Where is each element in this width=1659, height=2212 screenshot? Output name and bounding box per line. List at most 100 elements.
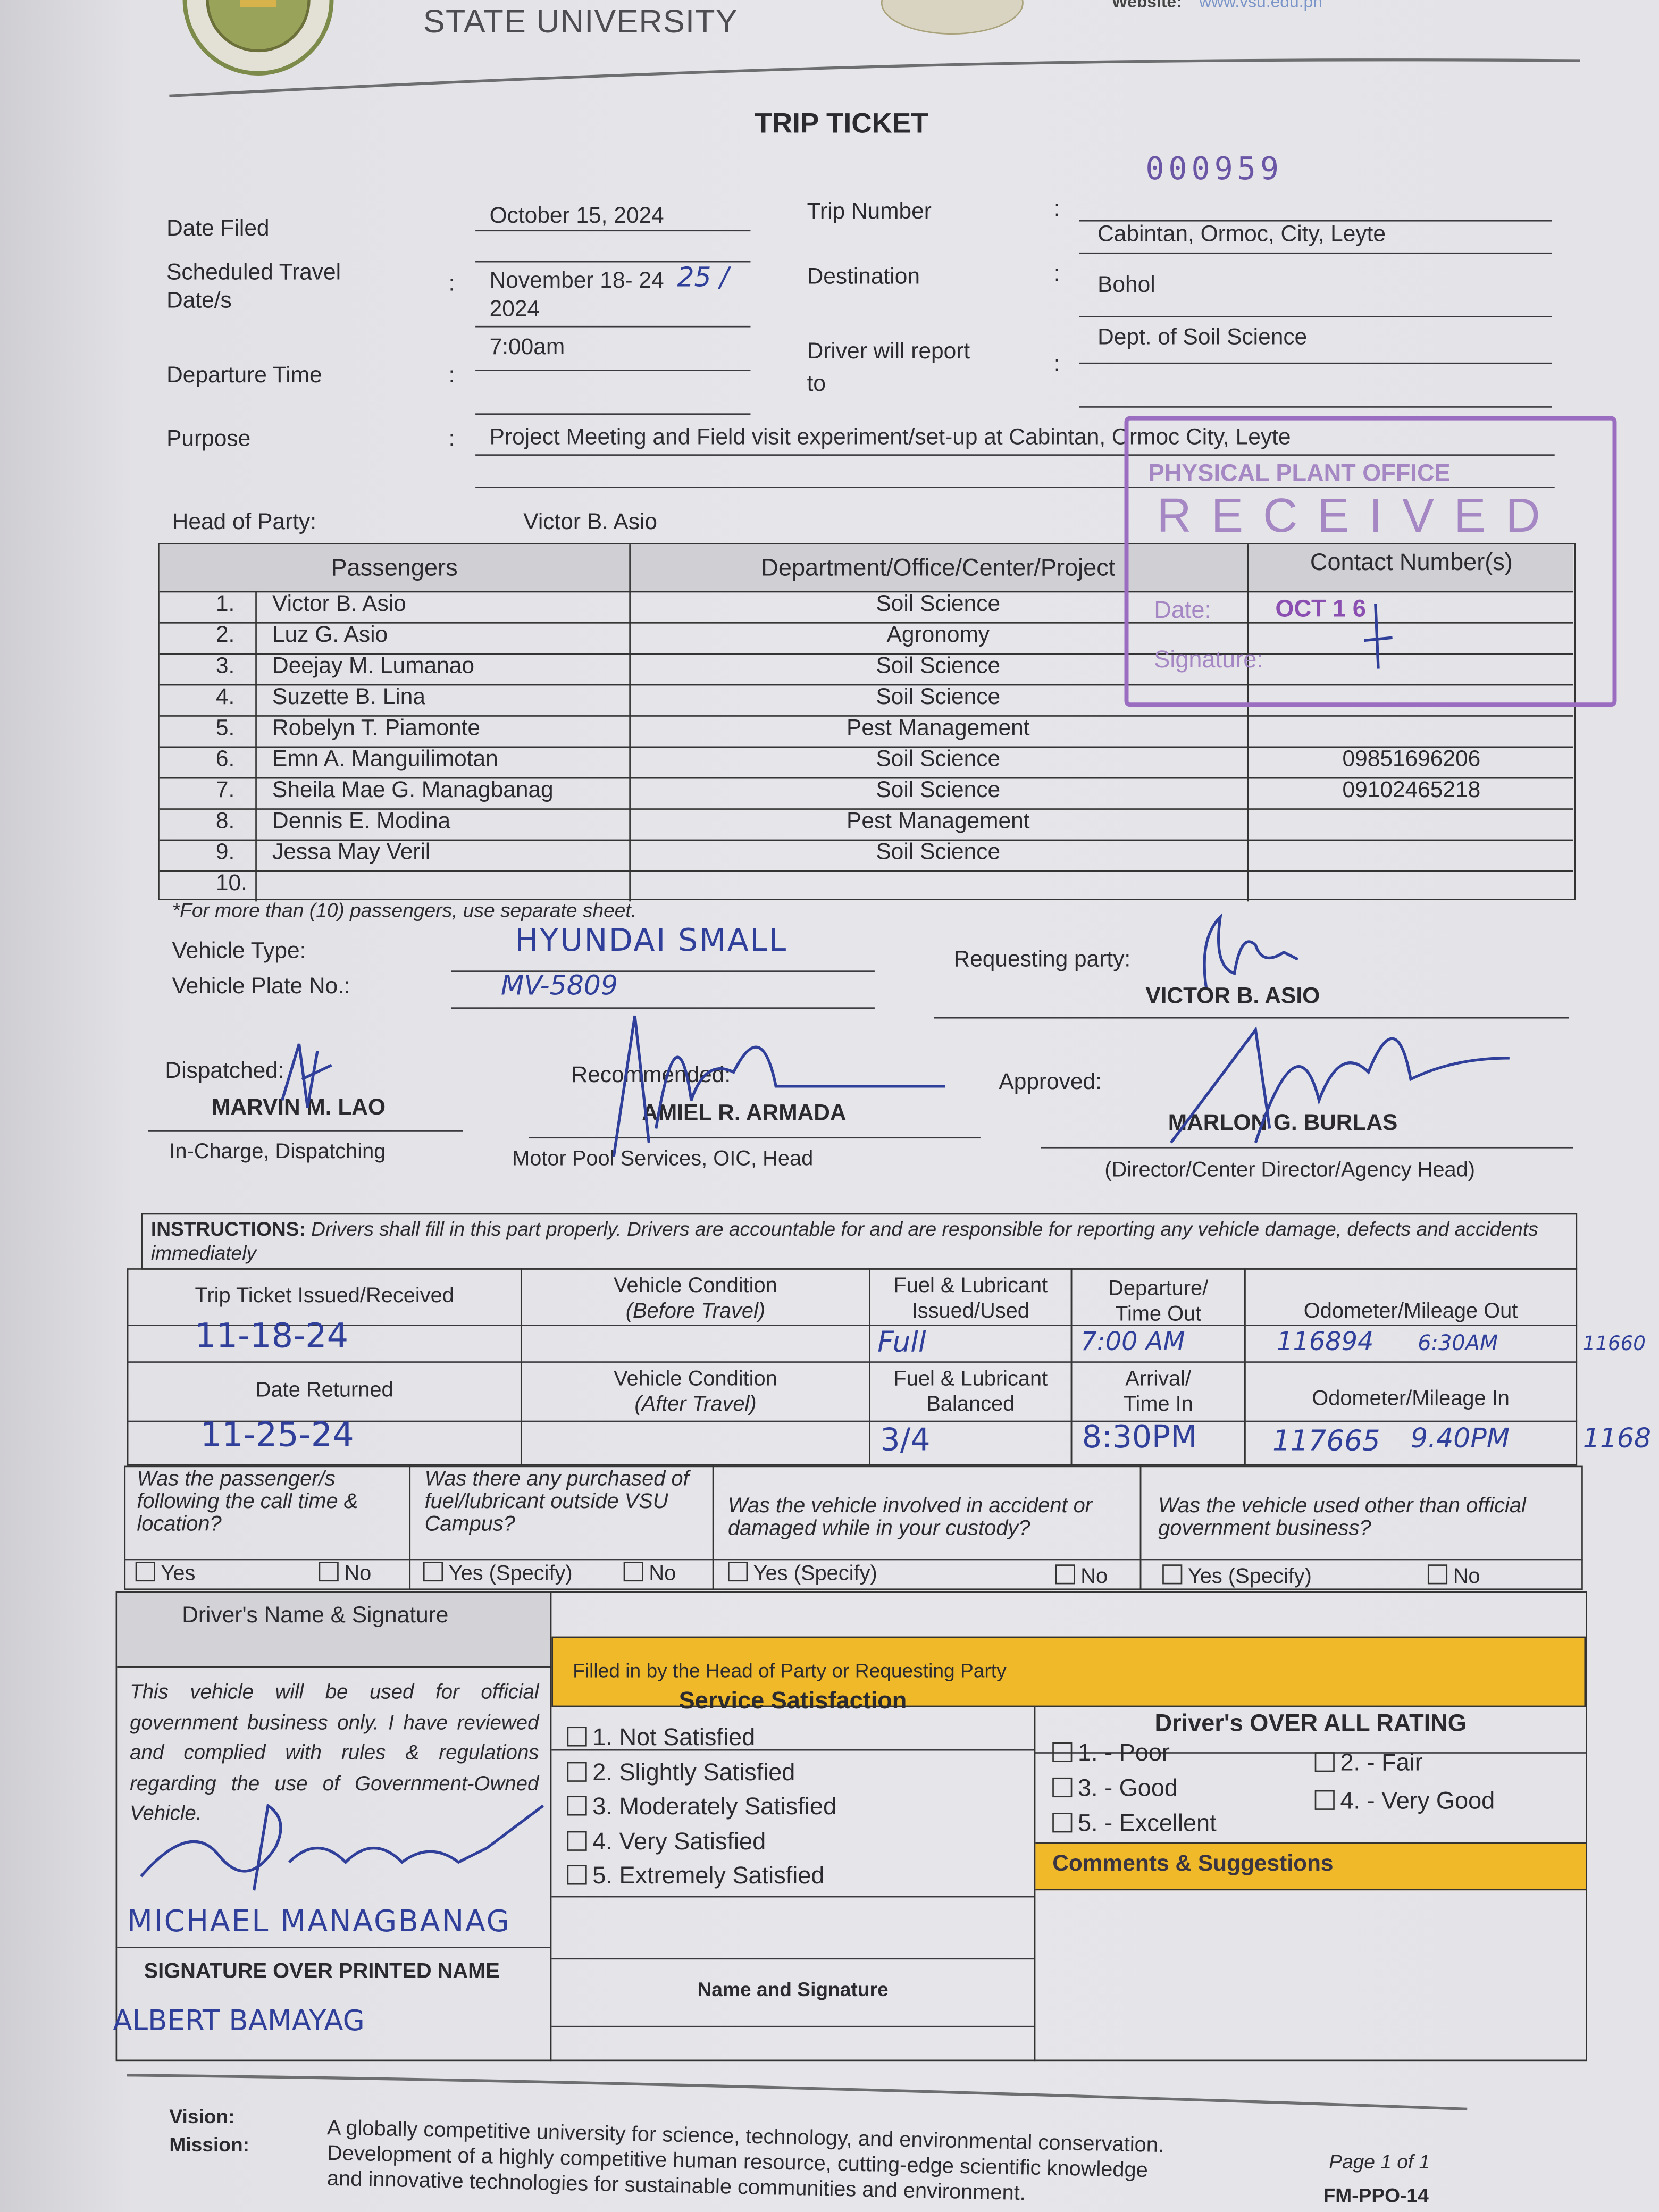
odometer-in-margin-note: 1168 <box>1582 1423 1652 1455</box>
departure-time-label: Departure Time <box>166 364 322 388</box>
recommended-title: Motor Pool Services, OIC, Head <box>512 1146 814 1171</box>
destination-value: Bohol <box>1097 273 1155 298</box>
q4-no-checkbox[interactable]: No <box>1427 1564 1480 1588</box>
q3-no-checkbox[interactable]: No <box>1055 1564 1108 1588</box>
dispatched-title: In-Charge, Dispatching <box>169 1139 386 1164</box>
scheduled-travel-label-2: Date/s <box>166 289 232 313</box>
fuel-balanced-value: 3/4 <box>880 1423 931 1459</box>
passenger-department: Soil Science <box>876 685 1001 710</box>
destination-label: Destination <box>807 265 920 289</box>
signatures-overlay <box>281 1015 1510 1157</box>
passenger-name: Victor B. Asio <box>272 592 406 617</box>
departure-label: Departure/ <box>1108 1277 1209 1301</box>
question-text: Was the passenger/s following the call t… <box>137 1467 358 1537</box>
q3-yes-checkbox[interactable]: Yes (Specify) <box>727 1561 877 1586</box>
requesting-party-label: Requesting party: <box>953 948 1131 972</box>
satisfaction-option-1[interactable]: 1. Not Satisfied <box>567 1721 837 1756</box>
q2-yes-checkbox[interactable]: Yes (Specify) <box>423 1561 573 1586</box>
passenger-row: 9. Jessa May Veril Soil Science <box>159 840 1573 872</box>
scheduled-travel-handwritten-correction: 25 / <box>677 262 729 294</box>
driver-report-label-2: to <box>807 372 826 397</box>
cond-after-label: Vehicle Condition <box>614 1367 777 1391</box>
passenger-number: 8. <box>215 809 235 834</box>
comments-banner: Comments & Suggestions <box>1035 1842 1586 1891</box>
rating-option-1[interactable]: 1. - Poor <box>1052 1739 1170 1767</box>
q1-yes-checkbox[interactable]: Yes <box>135 1561 195 1586</box>
approved-name: MARLON G. BURLAS <box>1168 1111 1398 1136</box>
header-department: Department/Office/Center/Project <box>761 554 1116 582</box>
mission-label: Mission: <box>169 2133 250 2156</box>
passenger-contact: 09102465218 <box>1342 778 1481 803</box>
scheduled-travel-label: Scheduled Travel <box>166 261 341 285</box>
comments-field[interactable] <box>1037 1890 1584 2059</box>
questions-table: Was the passenger/s following the call t… <box>124 1465 1583 1590</box>
satisfaction-option-4[interactable]: 4. Very Satisfied <box>567 1825 837 1859</box>
recommended-name: AMIEL R. ARMADA <box>642 1102 847 1126</box>
rating-option-3[interactable]: 3. - Good <box>1052 1775 1178 1803</box>
trip-number-label: Trip Number <box>807 200 932 224</box>
vehicle-plate-value: MV-5809 <box>500 970 618 1002</box>
driver-header-text: Driver's Name & Signature <box>182 1604 449 1628</box>
q1-no-checkbox[interactable]: No <box>319 1561 372 1586</box>
vehicle-type-label: Vehicle Type: <box>172 939 306 964</box>
instructions-box: INSTRUCTIONS: Drivers shall fill in this… <box>141 1213 1578 1270</box>
fuel-issued-sub: Issued/Used <box>911 1299 1029 1323</box>
q4-yes-checkbox[interactable]: Yes (Specify) <box>1162 1564 1312 1588</box>
trip-number-stamp: 000959 <box>1145 152 1283 188</box>
vehicle-type-value: HYUNDAI SMALL <box>515 924 787 960</box>
colon: : <box>1053 197 1060 222</box>
instructions-heading: INSTRUCTIONS: <box>150 1217 306 1241</box>
q2-no-checkbox[interactable]: No <box>623 1561 676 1586</box>
passenger-row: 5. Robelyn T. Piamonte Pest Management <box>159 715 1573 748</box>
secondary-logo <box>881 0 1024 35</box>
colon: : <box>448 364 455 388</box>
received-stamp: PHYSICAL PLANT OFFICE RECEIVED Date: OCT… <box>1124 416 1617 707</box>
university-seal-logo <box>182 0 334 76</box>
odometer-in-time: 9.40PM <box>1411 1423 1510 1455</box>
satisfaction-option-3[interactable]: 3. Moderately Satisfied <box>567 1790 836 1825</box>
option-label: 2. - Fair <box>1340 1749 1423 1777</box>
passenger-number: 1. <box>215 592 235 617</box>
passenger-department: Soil Science <box>876 655 1001 679</box>
odometer-out-value: 116894 <box>1277 1327 1374 1358</box>
passenger-row: 10. <box>160 870 1573 901</box>
option-label: 4. Very Satisfied <box>592 1828 766 1855</box>
driver-report-value: Dept. of Soil Science <box>1097 325 1308 350</box>
satisfaction-option-5[interactable]: 5. Extremely Satisfied <box>567 1859 837 1894</box>
passenger-department: Pest Management <box>847 809 1030 834</box>
option-label: 1. - Poor <box>1077 1739 1170 1766</box>
rating-option-4[interactable]: 4. - Very Good <box>1314 1787 1495 1815</box>
passenger-row: 7. Sheila Mae G. Managbanag Soil Science 09… <box>159 777 1573 810</box>
rating-option-5[interactable]: 5. - Excellent <box>1052 1810 1217 1838</box>
option-label: Yes (Specify) <box>1187 1564 1312 1589</box>
requesting-party-signature <box>1203 913 1299 988</box>
date-filed-value: October 15, 2024 <box>489 204 664 229</box>
odometer-out-time: 6:30AM <box>1418 1330 1498 1356</box>
stamp-date-value: OCT 1 6 <box>1275 595 1366 623</box>
purpose-label: Purpose <box>166 427 251 451</box>
vehicle-plate-label: Vehicle Plate No.: <box>172 975 350 999</box>
website-link[interactable]: www.vsu.edu.ph <box>1199 0 1322 12</box>
passenger-number: 10. <box>215 872 247 896</box>
passengers-note: *For more than (10) passengers, use sepa… <box>172 899 637 921</box>
passenger-number: 4. <box>215 685 235 710</box>
option-label: No <box>649 1561 676 1586</box>
head-of-party-label: Head of Party: <box>172 510 317 535</box>
passenger-department: Soil Science <box>876 778 1001 803</box>
satisfaction-option-2[interactable]: 2. Slightly Satisfied <box>567 1756 837 1790</box>
rating-option-2[interactable]: 2. - Fair <box>1314 1749 1423 1778</box>
departure-value: 7:00 AM <box>1080 1327 1185 1358</box>
arrival-sub: Time In <box>1123 1392 1193 1417</box>
passengers-table: Passengers Department/Office/Center/Proj… <box>158 543 1576 902</box>
fuel-balanced-sub: Balanced <box>926 1392 1015 1417</box>
question-text: Was the vehicle used other than official… <box>1158 1494 1526 1541</box>
comments-title: Comments & Suggestions <box>1052 1852 1334 1876</box>
name-and-signature-caption: Name and Signature <box>697 1978 889 2001</box>
departure-time-value: 7:00am <box>489 336 565 360</box>
footer-divider <box>127 2074 1468 2111</box>
option-label: No <box>344 1561 372 1586</box>
passenger-number: 3. <box>215 655 235 679</box>
departure-sub: Time Out <box>1115 1302 1202 1326</box>
form-code: FM-PPO-14 <box>1323 2183 1429 2207</box>
